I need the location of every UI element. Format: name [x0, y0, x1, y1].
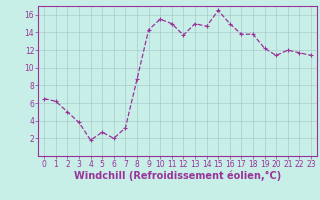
- X-axis label: Windchill (Refroidissement éolien,°C): Windchill (Refroidissement éolien,°C): [74, 171, 281, 181]
